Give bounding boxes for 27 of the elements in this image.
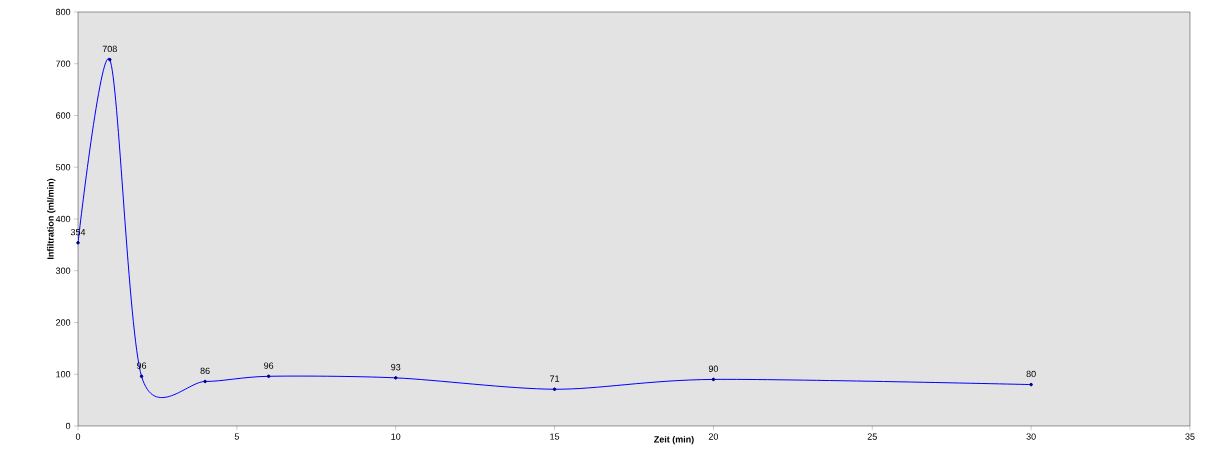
data-label: 96: [136, 362, 147, 369]
x-tick-label: 15: [550, 433, 560, 440]
x-tick-label: 0: [75, 433, 81, 440]
y-tick-label: 0: [65, 422, 71, 430]
x-tick-label: 25: [867, 433, 877, 440]
y-tick-label: 800: [56, 8, 71, 16]
x-axis-title: Zeit (min): [654, 435, 694, 445]
y-tick-label: 700: [56, 60, 71, 67]
data-label: 90: [708, 365, 719, 372]
x-tick-label: 5: [234, 433, 239, 440]
y-tick-label: 300: [55, 267, 71, 274]
data-label: 71: [550, 375, 560, 382]
y-tick-label: 200: [56, 319, 71, 326]
y-tick-label: 600: [56, 112, 71, 119]
x-tick-label: 10: [391, 433, 401, 440]
y-tick-label: 400: [55, 215, 71, 223]
data-label: 93: [391, 364, 401, 371]
x-tick-label: 20: [708, 433, 719, 440]
y-tick-label: 100: [56, 371, 71, 378]
y-axis-title: Infiltration (ml/min): [47, 178, 56, 259]
x-tick-label: 30: [1026, 433, 1036, 440]
data-label: 96: [264, 362, 274, 369]
x-tick-label: 35: [1185, 433, 1195, 440]
data-label: 80: [1026, 370, 1036, 378]
y-tick-label: 500: [55, 164, 71, 171]
data-label: 708: [102, 45, 117, 53]
data-label: 86: [200, 367, 210, 374]
